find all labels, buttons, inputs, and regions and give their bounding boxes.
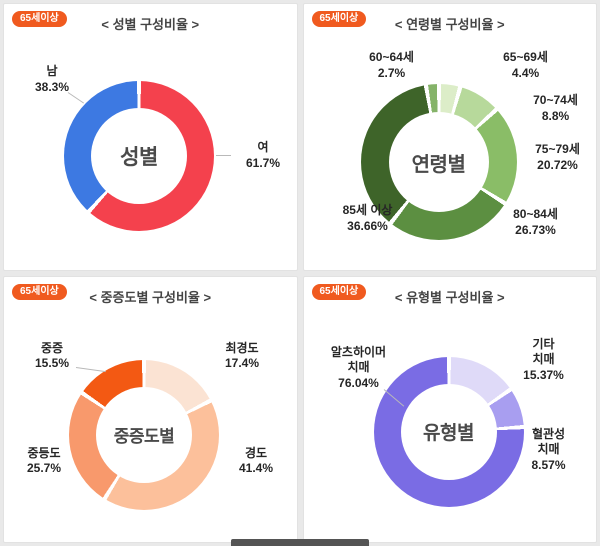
donut-hole: 연령별 [388,112,489,212]
segment-label-85-plus: 85세 이상 36.66% [331,203,405,234]
segment-value: 36.66% [347,218,388,233]
segment-name: 70~74세 [533,93,578,107]
segment-value: 20.72% [537,157,578,172]
chart-title-type: < 유형별 구성비율 > [394,289,505,305]
segment-value: 15.37% [523,367,564,382]
segment-value: 25.7% [26,461,62,476]
segment-value: 76.04% [338,375,379,390]
severity-donut-chart: 중증도별 [69,359,219,510]
segment-name: 중증 [40,340,64,355]
segment-name: 60~64세 [369,50,414,64]
segment-name: 최경도 [225,340,259,355]
donut-hole: 성별 [91,108,187,204]
chart-title-gender: < 성별 구성비율 > [101,17,200,32]
segment-name: 혈관성 치매 [531,426,566,457]
donut-center-label: 중증도별 [113,427,175,446]
panel-severity: 65세이상 < 중증도별 구성비율 > 중증도별 중증 15.5% 최경도 17… [3,275,298,543]
segment-value: 15.5% [34,356,70,371]
age-65-badge: 65세이상 [311,283,367,300]
panel-dementia-type: 65세이상 < 유형별 구성비율 > 유형별 알츠하이머 치매 76.04% 기… [302,275,597,543]
gender-donut-chart: 성별 [64,81,214,231]
segment-value: 8.8% [541,108,570,123]
segment-label-other: 기타 치매 15.37% [509,337,579,384]
segment-label-male: 남 38.3% [22,64,82,95]
footer-bar [231,539,369,546]
segment-label-severe: 중증 15.5% [17,341,87,372]
segment-name: 여 [257,140,269,154]
donut-center-label: 유형별 [423,423,474,444]
segment-value: 61.7% [245,155,281,170]
donut-hole: 중증도별 [96,386,192,483]
segment-name: 알츠하이머 치매 [330,344,387,375]
segment-label-75-79: 75~79세 20.72% [523,142,593,173]
segment-value: 41.4% [238,461,274,476]
age-65-badge: 65세이상 [12,283,67,300]
leader-line [216,155,231,156]
segment-label-vascular: 혈관성 치매 8.57% [514,427,584,474]
segment-name: 75~79세 [535,142,580,156]
segment-name: 80~84세 [513,207,558,221]
type-donut-chart: 유형별 [373,356,524,507]
segment-label-minimal: 최경도 17.4% [207,341,277,372]
panel-gender: 65세이상 < 성별 구성비율 > 성별 남 38.3% 여 61.7% [3,3,298,271]
segment-label-moderate: 중등도 25.7% [9,446,79,477]
segment-label-alzheimer: 알츠하이머 치매 76.04% [317,345,401,392]
segment-value: 8.57% [531,457,566,472]
segment-label-mild: 경도 41.4% [221,446,291,477]
segment-name: 85세 이상 [342,203,393,217]
segment-value: 2.7% [377,65,406,80]
segment-name: 남 [46,64,58,78]
chart-title-age: < 연령별 구성비율 > [394,17,505,32]
segment-name: 65~69세 [503,50,548,64]
segment-label-60-64: 60~64세 2.7% [357,50,427,81]
segment-name: 중등도 [27,445,61,460]
chart-title-severity: < 중증도별 구성비율 > [89,289,212,305]
age-65-badge: 65세이상 [311,11,367,27]
donut-hole: 유형별 [400,383,497,480]
segment-label-65-69: 65~69세 4.4% [491,50,561,81]
segment-label-female: 여 61.7% [232,140,294,171]
segment-value: 38.3% [34,79,70,94]
panel-age-group: 65세이상 < 연령별 구성비율 > 연령별 60~64세 2.7% 65~69… [302,3,597,271]
segment-value: 17.4% [224,356,260,371]
age-donut-chart: 연령별 [360,84,517,240]
segment-value: 26.73% [515,222,556,237]
donut-center-label: 연령별 [411,153,466,176]
segment-name: 경도 [244,445,268,460]
donut-center-label: 성별 [120,146,158,169]
segment-label-70-74: 70~74세 8.8% [521,93,591,124]
segment-label-80-84: 80~84세 26.73% [501,207,571,238]
segment-value: 4.4% [511,65,540,80]
segment-name: 기타 치매 [532,336,555,367]
age-65-badge: 65세이상 [12,11,67,27]
